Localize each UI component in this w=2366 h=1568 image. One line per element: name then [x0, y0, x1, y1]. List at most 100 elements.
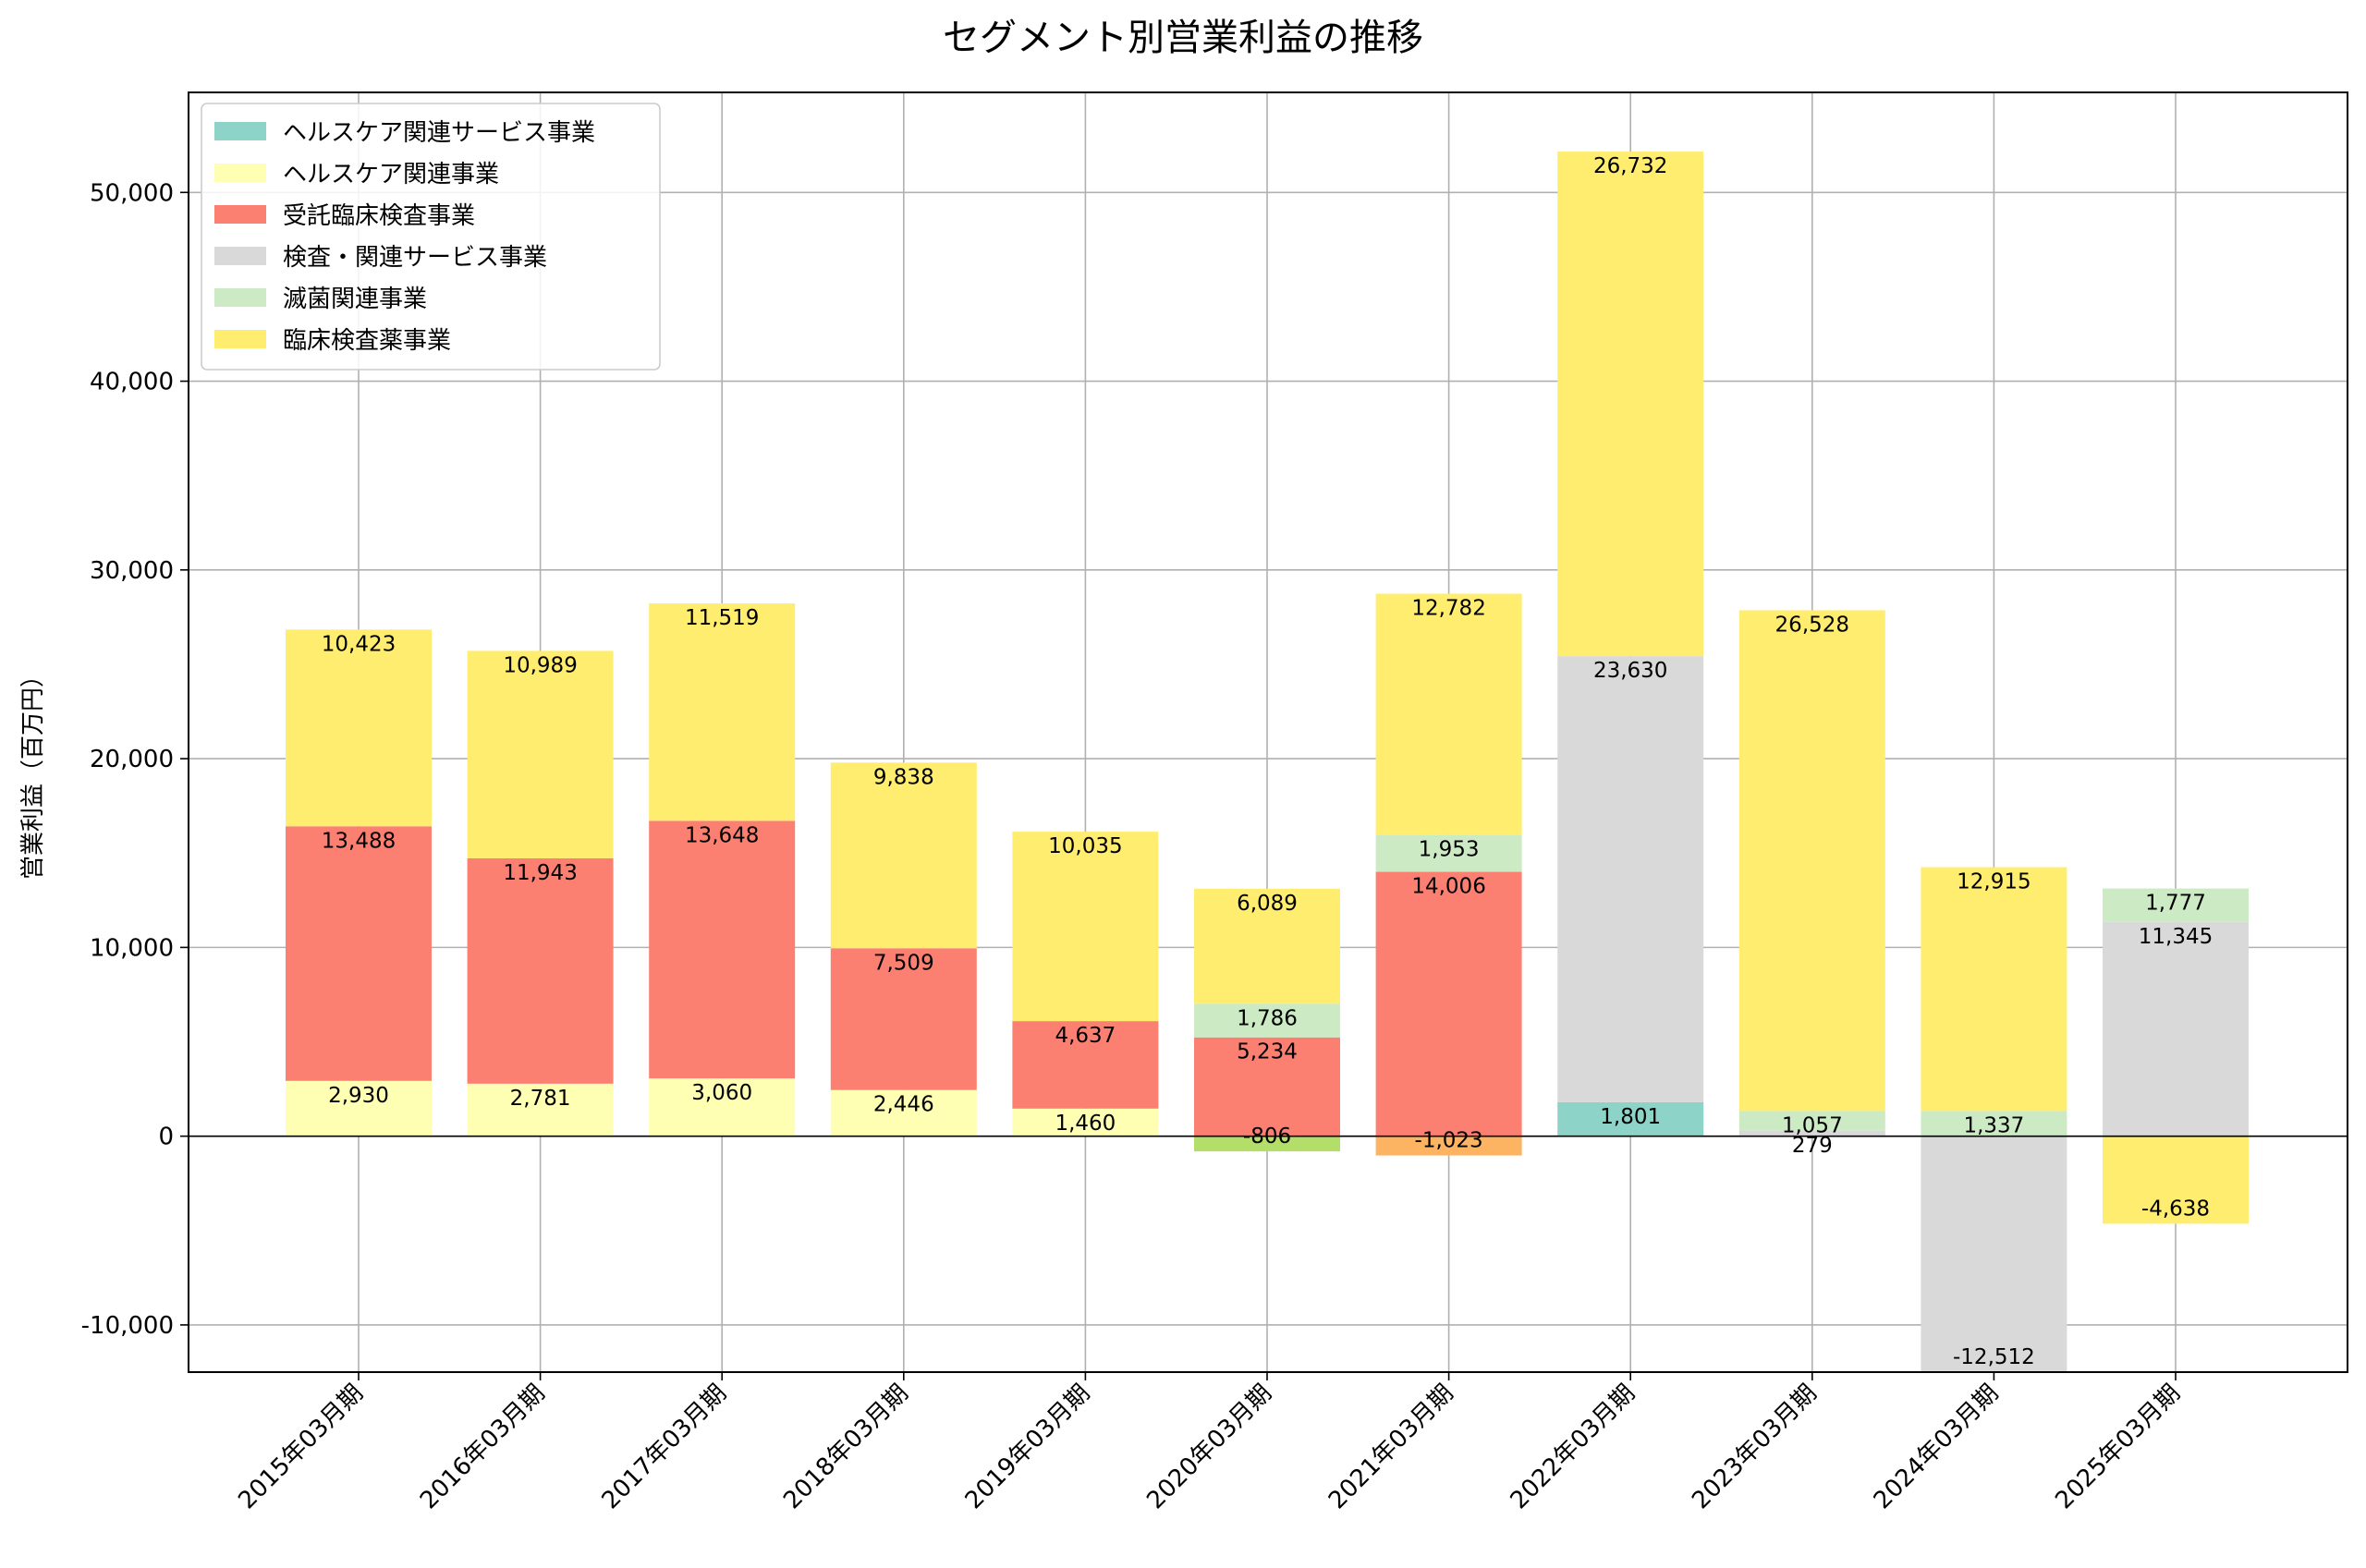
data-label: 3,060: [691, 1081, 752, 1105]
bar-segment: [2103, 888, 2249, 922]
bar-segment: [1194, 888, 1340, 1004]
chart-title: セグメント別営業利益の推移: [943, 17, 1423, 59]
data-label: 26,732: [1593, 154, 1667, 178]
x-tick-label: 2016年03月期: [415, 1380, 551, 1515]
legend-swatch: [214, 330, 266, 348]
data-label: 13,488: [322, 829, 396, 853]
data-label: 10,423: [322, 632, 396, 656]
bar-segment: [1921, 867, 2067, 1112]
bar-segment: [1194, 1003, 1340, 1038]
x-tick-label: 2021年03月期: [1323, 1380, 1459, 1515]
legend-label: 検査・関連サービス事業: [283, 244, 547, 272]
bar-segment: [286, 629, 432, 827]
y-tick-label: 10,000: [90, 934, 174, 962]
bar-segment: [467, 857, 614, 1084]
y-tick-label: 30,000: [90, 557, 174, 585]
data-label: 1,786: [1237, 1006, 1298, 1030]
bar-segment: [830, 948, 977, 1090]
legend-swatch: [214, 205, 266, 224]
data-label: 1,460: [1055, 1112, 1116, 1136]
bar-segment: [1375, 871, 1522, 1136]
bar-segment: [2103, 921, 2249, 1136]
legend-box: [201, 103, 661, 371]
legend-label: 滅菌関連事業: [283, 286, 427, 313]
data-label: 13,648: [685, 823, 759, 847]
data-label: 6,089: [1237, 892, 1298, 916]
bar-segment: [1921, 1111, 2067, 1136]
data-label: 1,953: [1419, 838, 1480, 862]
bar-segment: [1921, 1136, 2067, 1373]
legend-label: 臨床検査薬事業: [283, 327, 451, 355]
bar-segment: [1194, 1037, 1340, 1136]
data-label: 1,057: [1782, 1113, 1843, 1137]
x-tick-label: 2022年03月期: [1506, 1380, 1641, 1515]
legend-label: ヘルスケア関連事業: [283, 161, 499, 188]
bar-segment: [1012, 1021, 1159, 1109]
bar-segment: [830, 1089, 977, 1136]
data-label: -1,023: [1415, 1129, 1483, 1153]
x-tick-label: 2019年03月期: [960, 1380, 1096, 1515]
bar-segment: [649, 820, 796, 1079]
bar-segment: [1738, 1111, 1885, 1131]
x-tick-label: 2024年03月期: [1869, 1380, 2005, 1515]
data-label: 4,637: [1055, 1024, 1116, 1048]
bar-segment: [649, 1078, 796, 1136]
data-label: 2,781: [510, 1087, 571, 1111]
x-tick-label: 2023年03月期: [1687, 1380, 1823, 1515]
x-tick-label: 2015年03月期: [233, 1380, 369, 1515]
y-axis-label: 営業利益（百万円）: [19, 663, 47, 880]
y-tick-label: -10,000: [81, 1312, 174, 1340]
data-label: 5,234: [1237, 1040, 1298, 1064]
bar-segment: [1738, 610, 1885, 1112]
data-label: 11,943: [503, 861, 577, 885]
data-label: 9,838: [873, 765, 934, 789]
data-label: 26,528: [1775, 613, 1849, 637]
data-label: 2,446: [873, 1093, 934, 1117]
bar-segment: [830, 762, 977, 949]
data-label: -12,512: [1953, 1345, 2035, 1369]
data-label: 11,345: [2139, 925, 2213, 949]
bar-segment: [286, 1080, 432, 1136]
bar-segment: [1012, 832, 1159, 1022]
data-label: 11,519: [685, 606, 759, 630]
bar-segment: [1194, 1136, 1340, 1152]
legend-swatch: [214, 164, 266, 182]
data-label: 1,777: [2145, 892, 2206, 916]
bar-segment: [2103, 1136, 2249, 1224]
plot-frame: [188, 91, 2348, 1373]
bar-segment: [1375, 834, 1522, 872]
data-label: 1,801: [1600, 1105, 1661, 1129]
y-tick-label: 40,000: [90, 369, 174, 396]
y-tick-label: 20,000: [90, 746, 174, 773]
data-label: 1,337: [1963, 1113, 2024, 1137]
data-label: 10,989: [503, 653, 577, 677]
bar-segment: [1375, 1136, 1522, 1156]
data-label: 12,782: [1411, 597, 1485, 621]
data-label: 279: [1792, 1134, 1833, 1158]
bar-segment: [1012, 1108, 1159, 1136]
x-tick-label: 2020年03月期: [1141, 1380, 1277, 1515]
legend-label: ヘルスケア関連サービス事業: [283, 119, 595, 147]
data-label: 14,006: [1411, 875, 1485, 899]
bar-segment: [467, 1083, 614, 1136]
bar-segment: [1557, 1101, 1704, 1136]
data-labels: 1,801 2,930 2,781 3,060 2,446 1,460 13,488 11,9…: [322, 154, 2213, 1369]
data-label: 12,915: [1957, 870, 2031, 894]
legend-label: 受託臨床検査事業: [283, 202, 475, 230]
data-label: 23,630: [1593, 659, 1667, 683]
bar-segment: [1375, 593, 1522, 835]
data-label: -4,638: [2141, 1197, 2210, 1221]
legend-swatch: [214, 288, 266, 307]
data-label: 2,930: [328, 1084, 389, 1108]
bar-segment: [1557, 152, 1704, 657]
x-tick-label: 2018年03月期: [778, 1380, 914, 1515]
y-tick-label: 0: [158, 1124, 174, 1151]
data-label: 7,509: [873, 951, 934, 975]
bar-segment: [1557, 656, 1704, 1102]
bar-segment: [1738, 1130, 1885, 1136]
legend-swatch: [214, 122, 266, 140]
legend: ヘルスケア関連サービス事業ヘルスケア関連事業受託臨床検査事業検査・関連サービス事…: [201, 103, 661, 371]
legend-swatch: [214, 247, 266, 265]
y-tick-label: 50,000: [90, 179, 174, 207]
